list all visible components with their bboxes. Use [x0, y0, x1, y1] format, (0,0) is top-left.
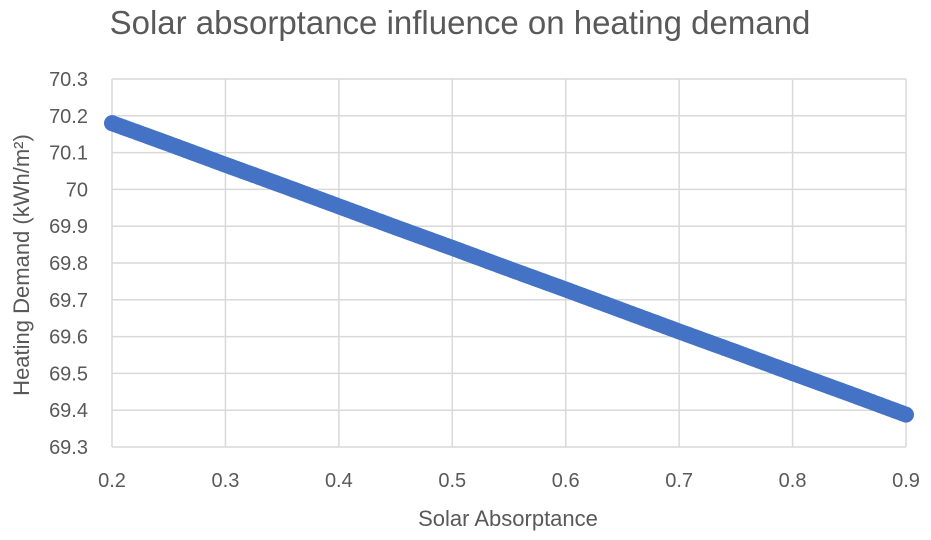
x-tick-label: 0.7 [665, 470, 693, 492]
x-tick-label: 0.3 [212, 470, 240, 492]
y-tick-label: 69.8 [49, 253, 88, 275]
x-tick-label: 0.6 [552, 470, 580, 492]
y-tick-label: 69.7 [49, 290, 88, 312]
x-axis-title: Solar Absorptance [418, 506, 598, 531]
y-tick-label: 69.4 [49, 400, 88, 422]
x-tick-label: 0.2 [98, 470, 126, 492]
grid-lines [111, 78, 907, 448]
y-axis-title: Heating Demand (kWh/m²) [9, 134, 34, 396]
x-axis-ticks: 0.2 0.3 0.4 0.5 0.6 0.7 0.8 0.9 [98, 470, 920, 492]
x-tick-label: 0.4 [325, 470, 353, 492]
x-tick-label: 0.8 [779, 470, 807, 492]
chart-title: Solar absorptance influence on heating d… [109, 4, 811, 41]
y-axis-ticks: 70.3 70.2 70.1 70 69.9 69.8 69.7 69.6 69.5 69.4 69… [49, 69, 88, 459]
y-tick-label: 69.5 [49, 363, 88, 385]
x-tick-label: 0.9 [892, 470, 920, 492]
y-tick-label: 70.2 [49, 106, 88, 128]
y-tick-label: 70.3 [49, 69, 88, 91]
y-tick-label: 69.6 [49, 327, 88, 349]
y-tick-label: 70.1 [49, 143, 88, 165]
y-tick-label: 69.3 [49, 437, 88, 459]
y-tick-label: 70 [66, 179, 88, 201]
x-tick-label: 0.5 [438, 470, 466, 492]
data-point [898, 406, 914, 423]
y-tick-label: 69.9 [49, 216, 88, 238]
data-points [104, 115, 914, 423]
